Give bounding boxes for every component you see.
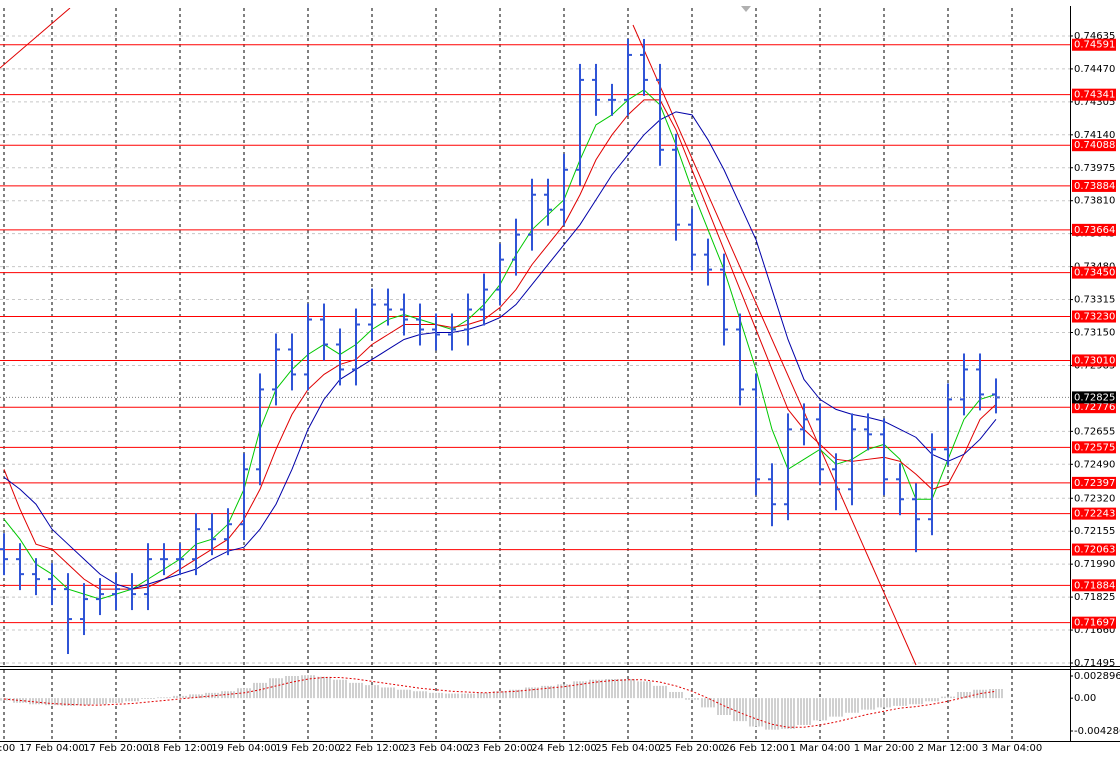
level-label-box <box>1072 579 1116 592</box>
x-tick-label: 23 Feb 20:00 <box>467 743 533 754</box>
level-label-box <box>1072 507 1116 520</box>
level-label-box <box>1072 476 1116 489</box>
x-tick-label: 3 Mar 04:00 <box>982 743 1042 754</box>
x-tick-label: 17 Feb 20:00 <box>83 743 149 754</box>
trend-line <box>0 8 71 69</box>
y-tick-label: 0.72490 <box>1074 459 1115 470</box>
level-label-box <box>1072 223 1116 236</box>
x-tick-label: 2:00 <box>0 743 15 754</box>
level-label: 0.72063 <box>1074 545 1115 556</box>
level-label: 0.71884 <box>1074 580 1115 591</box>
level-label: 0.72575 <box>1074 442 1115 453</box>
x-tick-label: 1 Mar 20:00 <box>854 743 914 754</box>
level-label-box <box>1072 616 1116 629</box>
y-tick-label: 0.74140 <box>1074 130 1115 141</box>
last-price-label: 0.72825 <box>1074 392 1115 403</box>
x-tick-label: 2 Mar 12:00 <box>918 743 978 754</box>
level-label-box <box>1072 139 1116 152</box>
moving-average-line <box>3 111 997 590</box>
level-label-box <box>1072 38 1116 51</box>
level-label: 0.73010 <box>1074 355 1115 366</box>
x-tick-label: 17 Feb 04:00 <box>19 743 85 754</box>
y-tick-label: 0.71990 <box>1074 559 1115 570</box>
y-tick-label: 0.71495 <box>1074 658 1115 669</box>
level-label-box <box>1072 401 1116 414</box>
x-tick-label: 26 Feb 12:00 <box>723 743 789 754</box>
level-label-box <box>1072 354 1116 367</box>
level-label-box <box>1072 179 1116 192</box>
trend-line <box>632 24 917 666</box>
y-tick-label: -0.004286 <box>1074 726 1120 737</box>
y-tick-label: 0.72655 <box>1074 426 1115 437</box>
x-tick-label: 23 Feb 04:00 <box>403 743 469 754</box>
y-tick-label: 0.002896 <box>1074 671 1120 682</box>
level-label-box <box>1072 441 1116 454</box>
y-tick-label: 0.00 <box>1074 693 1096 704</box>
signal-line <box>3 677 997 728</box>
level-label: 0.73884 <box>1074 181 1115 192</box>
last-price-box <box>1072 391 1116 404</box>
level-label: 0.73230 <box>1074 312 1115 323</box>
level-label: 0.73664 <box>1074 225 1115 236</box>
level-label: 0.72397 <box>1074 478 1115 489</box>
level-label: 0.74591 <box>1074 40 1115 51</box>
level-label: 0.72243 <box>1074 509 1115 520</box>
shift-marker <box>741 6 751 12</box>
level-label: 0.73450 <box>1074 268 1115 279</box>
y-tick-label: 0.73315 <box>1074 295 1115 306</box>
level-label: 0.74088 <box>1074 140 1115 151</box>
axes-layer <box>0 6 1120 742</box>
x-tick-label: 19 Feb 04:00 <box>211 743 277 754</box>
y-tick-label: 0.71660 <box>1074 625 1115 636</box>
x-tick-label: 25 Feb 04:00 <box>595 743 661 754</box>
grid-layer <box>0 8 1070 740</box>
level-label: 0.74341 <box>1074 90 1115 101</box>
x-tick-label: 19 Feb 20:00 <box>275 743 341 754</box>
y-tick-label: 0.72155 <box>1074 526 1115 537</box>
y-tick-label: 0.73810 <box>1074 196 1115 207</box>
plot-layer <box>0 8 1070 666</box>
x-tick-label: 24 Feb 12:00 <box>531 743 597 754</box>
level-label: 0.71697 <box>1074 618 1115 629</box>
y-tick-label: 0.73150 <box>1074 328 1115 339</box>
label-layer: 0.74635 0.74470 0.74305 0.74140 0.73975 0.738… <box>0 31 1120 754</box>
level-label-box <box>1072 543 1116 556</box>
level-label-box <box>1072 310 1116 323</box>
y-tick-label: 0.74305 <box>1074 97 1115 108</box>
y-tick-label: 0.73975 <box>1074 163 1115 174</box>
x-tick-label: 25 Feb 20:00 <box>659 743 725 754</box>
x-tick-label: 18 Feb 12:00 <box>147 743 213 754</box>
y-tick-label: 0.72320 <box>1074 493 1115 504</box>
level-label-box <box>1072 266 1116 279</box>
moving-average-line <box>3 99 997 590</box>
x-tick-label: 1 Mar 04:00 <box>790 743 850 754</box>
level-label-box <box>1072 88 1116 101</box>
x-tick-label: 22 Feb 12:00 <box>339 743 405 754</box>
level-label: 0.72776 <box>1074 402 1115 413</box>
y-tick-label: 0.71825 <box>1074 592 1115 603</box>
indicator-layer <box>0 675 1003 730</box>
y-tick-label: 0.74635 <box>1074 31 1115 42</box>
y-tick-label: 0.74470 <box>1074 64 1115 75</box>
